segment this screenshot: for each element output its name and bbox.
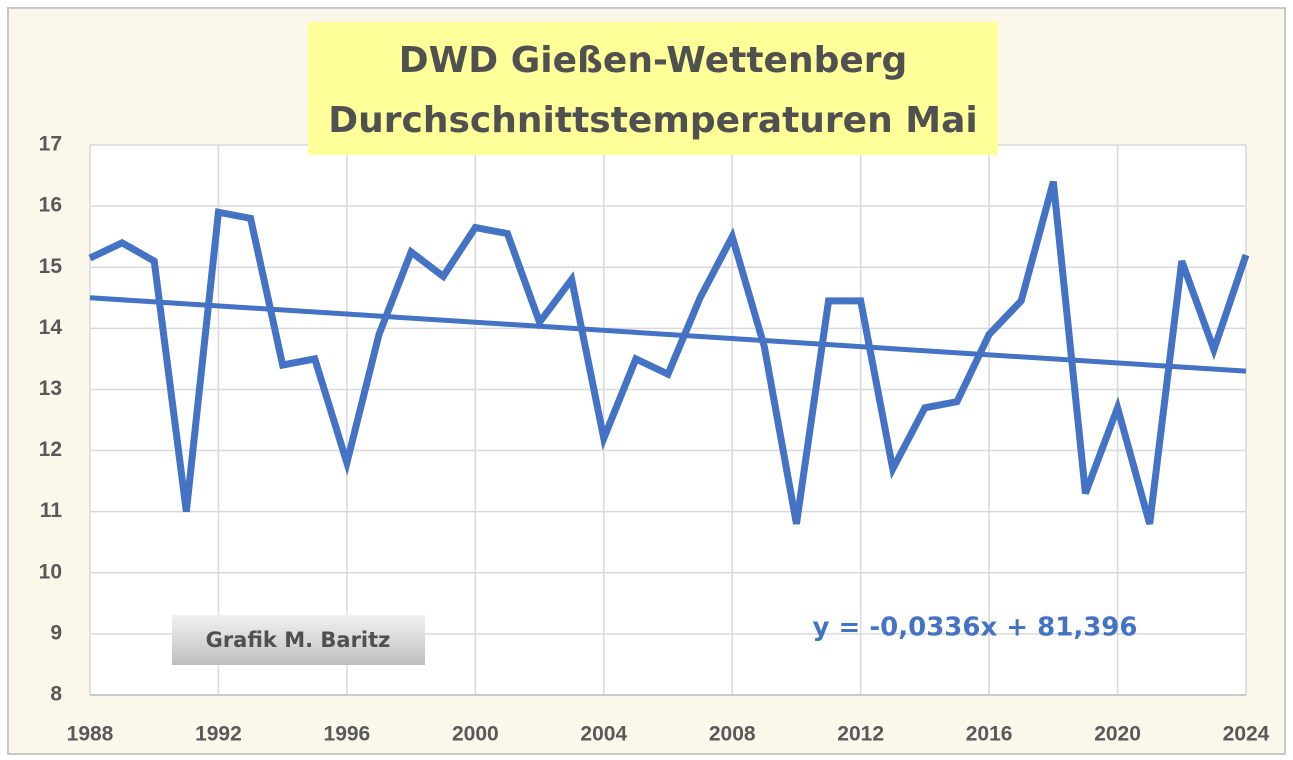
data-line [88,180,1250,525]
y-tick-label: 10 [39,560,62,583]
x-tick-label: 1996 [324,723,371,746]
x-tick-label: 1992 [195,723,242,746]
credit-box [172,615,425,665]
x-tick-label: 2020 [1094,723,1141,746]
plot-area [90,145,1246,695]
chart-title: Durchschnittstemperaturen Mai [328,100,977,141]
x-tick-label: 2004 [580,723,627,746]
y-tick-label: 15 [39,255,63,278]
x-tick-label: 2024 [1223,723,1270,746]
trend-equation: y = -0,0336x + 81,396 [813,613,1138,643]
credit: Grafik M. Baritz [206,628,391,652]
y-tick-label: 11 [40,499,63,522]
y-tick-label: 16 [39,194,62,217]
y-tick-label: 13 [39,377,62,400]
trend-line [89,295,1247,374]
x-tick-label: 2012 [837,723,884,746]
x-tick-label: 2000 [452,723,499,746]
y-tick-label: 14 [39,316,63,339]
x-tick-label: 2008 [709,723,756,746]
chart-title: DWD Gießen-Wettenberg [399,40,908,81]
y-tick-label: 17 [39,133,62,156]
y-tick-label: 8 [50,683,62,706]
y-tick-label: 9 [50,621,62,644]
title-box [308,22,998,155]
y-tick-label: 12 [39,438,62,461]
x-tick-label: 1988 [67,723,114,746]
x-tick-label: 2016 [966,723,1013,746]
